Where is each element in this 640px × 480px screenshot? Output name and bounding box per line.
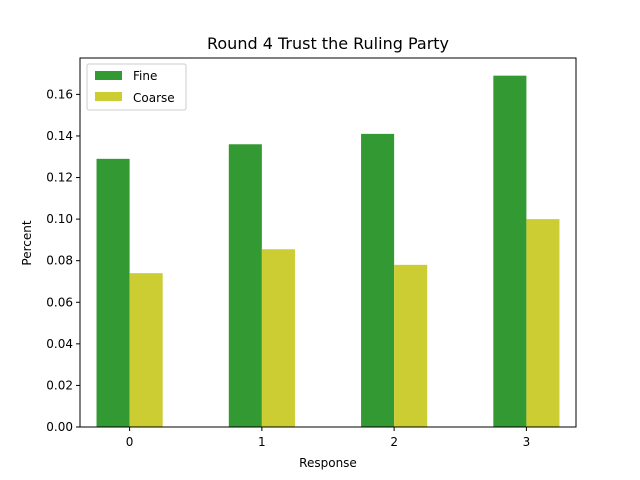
y-tick-label: 0.16 [46,87,73,101]
legend-label-fine: Fine [133,69,157,83]
bar-coarse-2 [394,264,428,427]
y-tick-label: 0.04 [46,337,73,351]
y-tick-label: 0.12 [46,171,73,185]
x-tick-label: 3 [523,435,531,449]
y-axis-label: Percent [20,220,34,265]
y-tick-label: 0.08 [46,254,73,268]
y-tick-label: 0.00 [46,420,73,434]
legend: Fine Coarse [86,63,187,111]
bar-coarse-3 [526,219,560,427]
legend-swatch-coarse [95,92,122,101]
bar-coarse-1 [261,249,295,427]
y-tick-label: 0.06 [46,295,73,309]
bar-fine-2 [361,133,395,427]
x-tick-label: 2 [390,435,398,449]
y-tick-label: 0.02 [46,378,73,392]
x-tick-label: 0 [126,435,134,449]
bars-layer [96,75,560,428]
bar-fine-1 [228,144,262,427]
plot-frame [79,57,577,428]
x-axis: 0 1 2 3 [126,427,530,449]
bar-fine-3 [493,75,527,428]
legend-swatch-fine [95,71,122,80]
x-tick-label: 1 [258,435,266,449]
chart-title: Round 4 Trust the Ruling Party [207,34,449,53]
legend-label-coarse: Coarse [133,91,175,105]
bar-coarse-0 [129,273,163,427]
y-tick-label: 0.10 [46,212,73,226]
bar-fine-0 [96,158,130,427]
y-tick-label: 0.14 [46,129,73,143]
y-axis: 0.00 0.02 0.04 0.06 0.08 0.10 0.12 0.14 0.16 [46,87,80,434]
x-axis-label: Response [299,456,357,470]
